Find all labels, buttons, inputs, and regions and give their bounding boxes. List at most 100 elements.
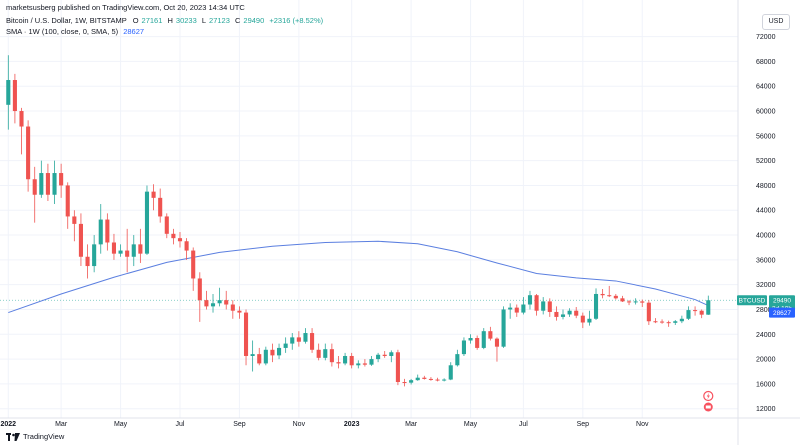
candle-body <box>32 179 37 195</box>
candle-body <box>217 300 222 304</box>
candle-body <box>699 310 704 315</box>
candle-body <box>653 321 658 323</box>
candle-body <box>600 293 605 296</box>
candle <box>19 107 24 155</box>
change-value: +2316 (+8.52%) <box>269 16 324 25</box>
candle-body <box>323 349 328 358</box>
flag-glyph <box>705 405 711 409</box>
brand-name: TradingView <box>23 432 65 441</box>
candle-body <box>693 310 698 312</box>
price-tick-label: 52000 <box>756 158 776 165</box>
candle-body <box>171 233 176 239</box>
candle-body <box>508 307 513 310</box>
candle-body <box>210 303 216 307</box>
candle <box>111 233 117 260</box>
candle-body <box>144 191 150 254</box>
candle-body <box>131 244 136 257</box>
candle-body <box>263 349 268 364</box>
candle-body <box>679 318 684 322</box>
candle-body <box>560 314 566 317</box>
candle-body <box>270 349 275 356</box>
symbol-title[interactable]: Bitcoin / U.S. Dollar, 1W, BITSTAMP <box>6 16 127 25</box>
candle <box>574 306 579 319</box>
candle-body <box>574 310 579 316</box>
candle <box>475 335 480 350</box>
candle <box>349 352 354 369</box>
candle <box>534 293 539 316</box>
sma-tag: 28627 <box>773 310 791 317</box>
candle-body <box>204 300 209 307</box>
candle-body <box>468 338 473 341</box>
candle-body <box>283 343 288 348</box>
candle <box>197 272 202 322</box>
candle <box>310 328 315 353</box>
candle <box>409 378 414 385</box>
candle-body <box>455 354 460 366</box>
candle <box>158 188 163 223</box>
candle <box>587 310 592 326</box>
candle-body <box>409 380 414 383</box>
candle-body <box>527 295 533 305</box>
candle-body <box>442 379 447 381</box>
candle-body <box>633 301 638 303</box>
candle-body <box>626 301 632 303</box>
candle-body <box>587 318 592 323</box>
candle-body <box>12 80 17 112</box>
time-tick-label: 2023 <box>344 421 360 428</box>
candle <box>376 352 381 363</box>
candle <box>369 355 374 366</box>
candle-body <box>105 219 110 243</box>
candle <box>283 337 288 353</box>
candle <box>686 306 691 321</box>
price-tick-label: 20000 <box>756 357 776 364</box>
candle <box>118 244 123 257</box>
candle <box>323 343 328 361</box>
footer-brand[interactable]: TradingView <box>6 432 64 441</box>
candle <box>422 375 427 380</box>
currency-button[interactable]: USD <box>762 14 790 30</box>
candle <box>336 355 341 369</box>
sma-label: SMA · 1W (100, close, 0, SMA, 5) <box>6 27 119 36</box>
candle-body <box>640 301 645 303</box>
candle-body <box>567 310 572 315</box>
candle-body <box>620 298 625 302</box>
candle <box>230 300 235 319</box>
candle-body <box>138 244 143 254</box>
candle-body <box>448 365 453 380</box>
legend-sma[interactable]: SMA · 1W (100, close, 0, SMA, 5) 28627 <box>6 27 144 36</box>
candle <box>600 289 605 299</box>
candle <box>243 309 249 366</box>
candle-body <box>191 250 196 279</box>
time-tick-label: Sep <box>233 421 246 428</box>
candle-body <box>303 333 308 342</box>
candle-body <box>646 302 651 322</box>
candle-body <box>402 382 407 384</box>
time-tick-label: 2022 <box>1 421 17 428</box>
time-axis: 2022 Mar May Jul Sep Nov 2023 Mar May Jul Sep Nov <box>1 421 649 428</box>
candle <box>39 160 44 198</box>
candle <box>646 300 651 325</box>
candle-body <box>580 315 585 323</box>
candle-body <box>706 300 711 315</box>
candle-body <box>118 250 123 254</box>
candle <box>402 378 407 387</box>
candle-body <box>501 309 506 347</box>
candle-body <box>310 333 315 350</box>
candle-body <box>78 223 83 257</box>
candle <box>191 247 196 291</box>
candle-body <box>164 216 169 234</box>
candle-body <box>45 173 50 195</box>
candle <box>250 340 255 372</box>
candle-body <box>613 295 618 299</box>
candle-body <box>39 173 44 195</box>
price-tick-label: 68000 <box>756 59 776 66</box>
candle-body <box>541 301 546 311</box>
candle <box>138 228 143 263</box>
open-value: 27161 <box>141 16 163 25</box>
candle <box>316 343 321 361</box>
candle <box>151 184 156 211</box>
candle <box>640 299 645 307</box>
candle <box>679 315 684 324</box>
candle-body <box>422 377 427 379</box>
